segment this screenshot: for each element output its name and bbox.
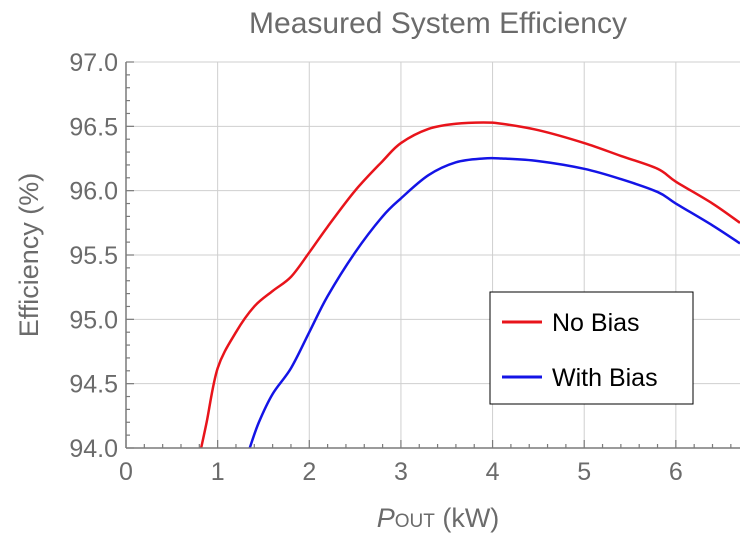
chart-title: Measured System Efficiency [249, 7, 627, 40]
series-layer [199, 121, 740, 448]
x-tick-label: 6 [669, 458, 683, 486]
x-tick-label: 5 [577, 458, 591, 486]
x-tick-label: 0 [119, 458, 133, 486]
tick-labels: 0 1 2 3 4 5 6 94.0 94.5 95.0 95.5 96.0 96.5 97.0 [69, 49, 682, 486]
y-tick-label: 95.5 [69, 242, 118, 270]
grid [126, 61, 740, 448]
axes [125, 61, 740, 449]
x-tick-label: 2 [302, 458, 316, 486]
x-tick-label: 3 [394, 458, 408, 486]
x-tick-label: 1 [211, 458, 225, 486]
legend-label-no-bias: No Bias [552, 309, 640, 337]
x-axis-label-unit: (kW) [435, 503, 499, 533]
x-tick-label: 4 [486, 458, 500, 486]
x-axis-label-sub: OUT [395, 511, 436, 532]
legend: No Bias With Bias [489, 291, 694, 405]
legend-box [489, 291, 694, 405]
y-tick-label: 96.5 [69, 113, 118, 141]
series-line-no-bias [199, 121, 740, 448]
y-tick-label: 95.0 [69, 306, 118, 334]
x-axis-label-main: P [377, 503, 395, 533]
x-axis-label: POUT (kW) [377, 503, 500, 533]
y-tick-label: 96.0 [69, 178, 118, 206]
y-axis-label: Efficiency (%) [14, 173, 44, 338]
legend-label-with-bias: With Bias [552, 364, 658, 392]
y-tick-label: 97.0 [69, 49, 118, 77]
series-line-with-bias [248, 156, 740, 448]
y-tick-label: 94.5 [69, 371, 118, 399]
y-tick-label: 94.0 [69, 435, 118, 463]
